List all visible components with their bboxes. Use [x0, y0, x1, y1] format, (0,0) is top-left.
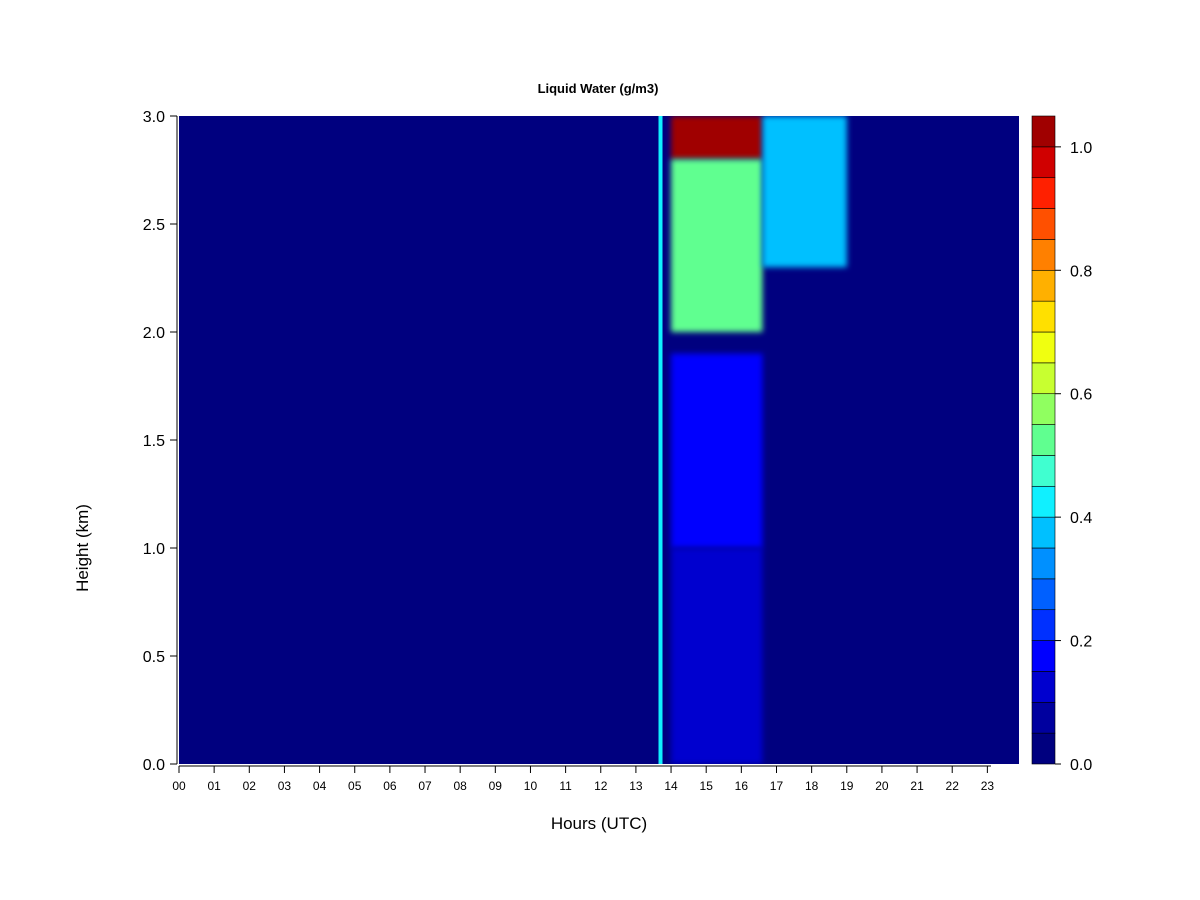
x-tick-label: 08	[453, 779, 467, 793]
y-axis-label: Height (km)	[73, 504, 92, 592]
x-axis: 00 01 02 03 04 05 06 07 08 09 10 11 12 13 14 15 16 17 18 19…	[172, 765, 995, 793]
colorbar-swatch	[1031, 455, 1056, 487]
colorbar-tick-label: 0.6	[1070, 387, 1092, 404]
x-tick-label: 02	[243, 779, 257, 793]
x-tick-label: 00	[172, 779, 186, 793]
colorbar-swatch	[1031, 300, 1056, 333]
colorbar-swatch	[1031, 578, 1056, 611]
heatmap-feature	[762, 116, 847, 268]
plot-area	[179, 116, 1019, 764]
x-tick-label: 21	[910, 779, 924, 793]
colorbar-tick-label: 0.2	[1070, 634, 1092, 651]
x-tick-label: 13	[629, 779, 643, 793]
y-tick-label: 0.5	[143, 649, 165, 666]
x-tick-label: 22	[946, 779, 960, 793]
x-tick-label: 11	[559, 779, 572, 793]
heatmap-feature	[671, 159, 763, 332]
heatmap-feature	[658, 116, 663, 764]
colorbar-tick-label: 0.0	[1070, 757, 1092, 774]
colorbar-swatch	[1031, 671, 1056, 703]
colorbar-swatch	[1031, 609, 1056, 641]
heatmap-feature	[671, 353, 763, 548]
y-tick-label: 1.5	[143, 433, 165, 450]
x-tick-label: 07	[418, 779, 432, 793]
x-tick-label: 05	[348, 779, 362, 793]
y-tick-label: 3.0	[143, 109, 165, 126]
heatmap-feature	[671, 548, 763, 764]
colorbar-swatch	[1031, 424, 1056, 456]
colorbar-swatch	[1031, 331, 1056, 364]
chart-title: Liquid Water (g/m3)	[538, 81, 659, 96]
y-axis: 0.0 0.5 1.0 1.5 2.0 2.5 3.0	[143, 109, 178, 774]
x-tick-label: 20	[875, 779, 889, 793]
colorbar-swatch	[1031, 732, 1056, 765]
x-tick-label: 16	[735, 779, 749, 793]
colorbar-swatch	[1031, 547, 1056, 580]
colorbar-tick-label: 1.0	[1070, 140, 1092, 157]
colorbar-tick-label: 0.8	[1070, 263, 1092, 280]
y-tick-label: 0.0	[143, 757, 165, 774]
x-axis-label: Hours (UTC)	[551, 814, 647, 833]
x-tick-label: 15	[700, 779, 714, 793]
colorbar-swatch	[1031, 485, 1056, 518]
y-tick-label: 2.0	[143, 325, 165, 342]
colorbar-swatch	[1031, 701, 1056, 734]
x-tick-label: 23	[981, 779, 995, 793]
x-tick-label: 03	[278, 779, 292, 793]
colorbar-tick-label: 0.4	[1070, 510, 1092, 527]
x-tick-label: 17	[770, 779, 784, 793]
x-tick-label: 04	[313, 779, 327, 793]
y-tick-label: 1.0	[143, 541, 165, 558]
x-tick-label: 06	[383, 779, 397, 793]
x-tick-label: 14	[664, 779, 678, 793]
colorbar-swatch	[1031, 269, 1056, 302]
x-tick-label: 10	[524, 779, 538, 793]
colorbar-swatch	[1031, 239, 1056, 271]
colorbar-swatch	[1031, 393, 1056, 425]
colorbar-swatch	[1031, 177, 1056, 209]
colorbar-swatch	[1031, 208, 1056, 240]
colorbar-swatch	[1031, 115, 1056, 148]
x-tick-label: 09	[489, 779, 503, 793]
x-tick-label: 19	[840, 779, 854, 793]
x-tick-label: 01	[207, 779, 221, 793]
colorbar: 0.0 0.2 0.4 0.6 0.8 1.0	[1031, 115, 1092, 774]
heatmap-feature	[671, 116, 763, 160]
colorbar-swatch	[1031, 146, 1056, 179]
colorbar-swatch	[1031, 640, 1056, 672]
x-tick-label: 12	[594, 779, 608, 793]
colorbar-swatch	[1031, 516, 1056, 549]
y-tick-label: 2.5	[143, 217, 165, 234]
x-tick-label: 18	[805, 779, 819, 793]
colorbar-swatch	[1031, 362, 1056, 395]
heatmap-background	[179, 116, 1019, 764]
